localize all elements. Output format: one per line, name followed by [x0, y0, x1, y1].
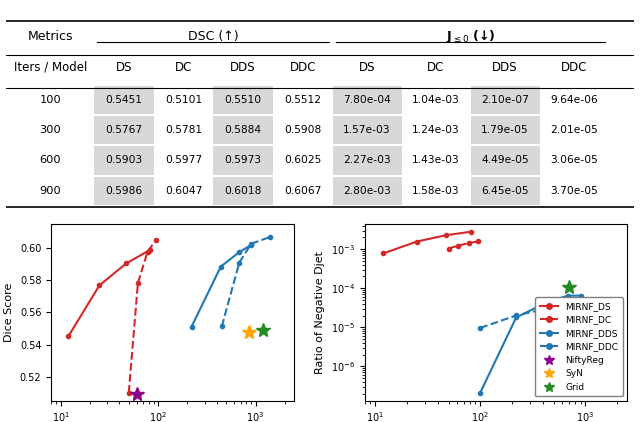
Text: 100: 100 [40, 95, 61, 105]
Bar [94, 86, 154, 114]
Text: 0.5908: 0.5908 [284, 125, 321, 135]
Text: 0.6067: 0.6067 [284, 186, 321, 196]
Bar [213, 116, 273, 144]
Text: 1.43e-03: 1.43e-03 [412, 155, 460, 165]
Text: 0.5512: 0.5512 [284, 95, 321, 105]
Bar [333, 116, 401, 144]
Text: 0.5781: 0.5781 [165, 125, 202, 135]
Text: 300: 300 [40, 125, 61, 135]
Text: DDS: DDS [230, 61, 256, 74]
Text: 1.04e-03: 1.04e-03 [412, 95, 460, 105]
Text: 2.27e-03: 2.27e-03 [343, 155, 391, 165]
Y-axis label: Dice Score: Dice Score [4, 283, 14, 342]
Bar [470, 146, 540, 175]
Bar [333, 146, 401, 175]
Bar [470, 177, 540, 205]
Text: DDS: DDS [492, 61, 518, 74]
Bar [94, 146, 154, 175]
Text: 6.45e-05: 6.45e-05 [481, 186, 529, 196]
Text: 900: 900 [40, 186, 61, 196]
Text: 3.06e-05: 3.06e-05 [550, 155, 598, 165]
Text: DC: DC [175, 61, 192, 74]
Text: 2.01e-05: 2.01e-05 [550, 125, 598, 135]
Text: DDC: DDC [289, 61, 316, 74]
Legend: MIRNF_DS, MIRNF_DC, MIRNF_DDS, MIRNF_DDC, NiftyReg, SyN, Grid: MIRNF_DS, MIRNF_DC, MIRNF_DDS, MIRNF_DDC… [536, 297, 623, 396]
Bar [333, 177, 401, 205]
Text: 1.57e-03: 1.57e-03 [343, 125, 391, 135]
Bar [94, 116, 154, 144]
Text: 9.64e-06: 9.64e-06 [550, 95, 598, 105]
Text: Metrics: Metrics [28, 30, 73, 43]
Y-axis label: Ratio of Negative Djet: Ratio of Negative Djet [316, 251, 325, 374]
Text: 2.10e-07: 2.10e-07 [481, 95, 529, 105]
Text: 0.5884: 0.5884 [225, 125, 262, 135]
Text: Iters / Model: Iters / Model [13, 61, 87, 74]
Text: 4.49e-05: 4.49e-05 [481, 155, 529, 165]
Text: 0.5767: 0.5767 [106, 125, 143, 135]
Text: 1.58e-03: 1.58e-03 [412, 186, 460, 196]
Text: 3.70e-05: 3.70e-05 [550, 186, 598, 196]
Text: 0.5973: 0.5973 [225, 155, 262, 165]
Text: 2.80e-03: 2.80e-03 [343, 186, 391, 196]
Text: 0.5451: 0.5451 [106, 95, 143, 105]
Bar [470, 116, 540, 144]
Text: 600: 600 [40, 155, 61, 165]
Text: 7.80e-04: 7.80e-04 [343, 95, 391, 105]
Text: DS: DS [359, 61, 375, 74]
Text: 1.79e-05: 1.79e-05 [481, 125, 529, 135]
Bar [333, 86, 401, 114]
Text: DSC (↑): DSC (↑) [188, 30, 239, 43]
Bar [213, 177, 273, 205]
Text: 0.5101: 0.5101 [165, 95, 202, 105]
Text: DC: DC [428, 61, 445, 74]
Text: 0.5510: 0.5510 [225, 95, 262, 105]
Text: DDC: DDC [561, 61, 588, 74]
Bar [94, 177, 154, 205]
Text: DS: DS [116, 61, 132, 74]
Text: 1.24e-03: 1.24e-03 [412, 125, 460, 135]
Text: 0.5977: 0.5977 [165, 155, 202, 165]
Text: 0.6025: 0.6025 [284, 155, 321, 165]
Text: 0.5986: 0.5986 [106, 186, 143, 196]
Bar [470, 86, 540, 114]
Bar [213, 86, 273, 114]
Bar [213, 146, 273, 175]
Text: $\mathbf{J}_{\leq 0}$ (↓): $\mathbf{J}_{\leq 0}$ (↓) [446, 28, 495, 46]
Text: 0.6018: 0.6018 [225, 186, 262, 196]
Text: 0.5903: 0.5903 [106, 155, 143, 165]
Text: 0.6047: 0.6047 [165, 186, 202, 196]
